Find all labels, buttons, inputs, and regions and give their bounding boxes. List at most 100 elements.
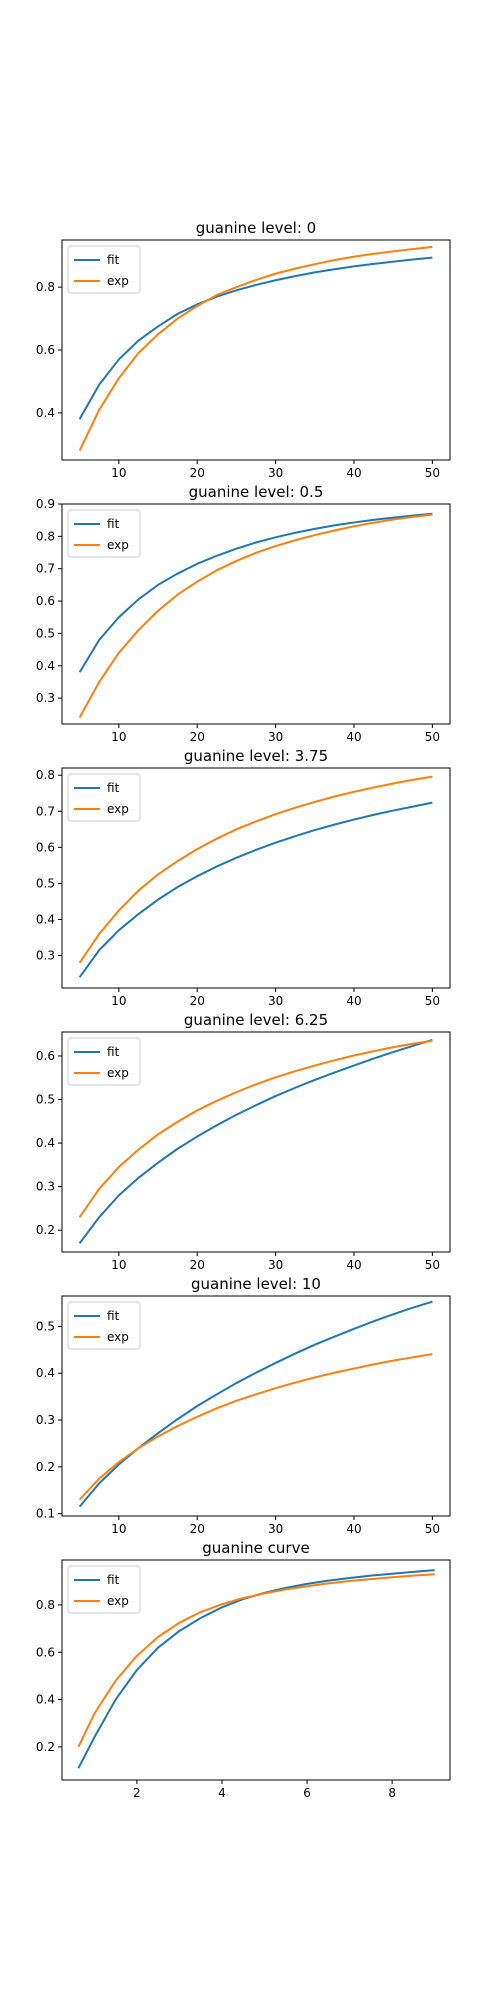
chart-1: guanine level: 0 10 20 30 40 50 0.4 0.6 0.8 fit ex… [36,219,451,480]
y-tick-label: 0.6 [36,1645,55,1659]
x-tick-label: 40 [346,994,361,1008]
x-tick-label: 2 [133,1786,141,1800]
y-tick-label: 0.2 [36,1740,55,1754]
x-tick-label: 40 [346,730,361,744]
chart-title: guanine level: 3.75 [184,747,328,765]
legend-label-exp: exp [107,1066,129,1080]
y-tick-label: 0.9 [36,497,55,511]
legend: fit exp [67,773,141,822]
y-tick-label: 0.4 [36,659,55,673]
series-line-fit [78,512,433,673]
y-tick-label: 0.6 [36,1049,55,1063]
x-tick-label: 4 [218,1786,226,1800]
legend-label-exp: exp [107,274,129,288]
legend: fit exp [67,245,141,294]
series-line-fit [78,256,433,420]
legend: fit exp [67,1037,141,1086]
legend-box [67,1565,141,1614]
x-tick-label: 20 [190,466,205,480]
y-tick-label: 0.4 [36,406,55,420]
legend-box [67,773,141,822]
x-tick-label: 8 [388,1786,396,1800]
y-tick-label: 0.4 [36,912,55,926]
legend-box [67,509,141,558]
y-tick-label: 0.5 [36,876,55,890]
series-line-exp [78,1353,433,1501]
x-tick-label: 40 [346,1258,361,1272]
legend-box [67,1301,141,1350]
axes-frame [61,767,451,989]
axes-frame [61,1295,451,1517]
x-tick-label: 20 [190,1258,205,1272]
legend: fit exp [67,1565,141,1614]
legend-label-exp: exp [107,538,129,552]
chart-5: guanine level: 10 10 20 30 40 50 0.1 0.2 0.3 0.4 0… [36,1275,451,1536]
x-tick-label: 40 [346,466,361,480]
x-tick-label: 30 [268,1258,283,1272]
chart-2: guanine level: 0.5 10 20 30 40 50 0.3 0.4 0.5 0.6… [36,483,451,744]
axes-frame [61,1031,451,1253]
x-tick-label: 10 [111,730,126,744]
legend-label-fit: fit [107,781,120,795]
chart-title: guanine level: 10 [191,1275,321,1293]
y-tick-label: 0.8 [36,1598,55,1612]
legend-box [67,245,141,294]
y-tick-label: 0.8 [36,529,55,543]
y-tick-label: 0.1 [36,1507,55,1521]
chart-title: guanine level: 0 [196,219,316,237]
legend-label-fit: fit [107,1045,120,1059]
chart-title: guanine level: 6.25 [184,1011,328,1029]
y-tick-label: 0.5 [36,626,55,640]
x-tick-label: 30 [268,1522,283,1536]
y-tick-label: 0.2 [36,1460,55,1474]
legend-label-exp: exp [107,802,129,816]
legend-box [67,1037,141,1086]
series-line-exp [78,1039,433,1218]
series-line-fit [78,1038,433,1244]
y-tick-label: 0.8 [36,768,55,782]
legend-label-fit: fit [107,1573,120,1587]
x-tick-label: 30 [268,466,283,480]
chart-title: guanine curve [202,1539,309,1557]
legend-label-exp: exp [107,1330,129,1344]
y-tick-label: 0.4 [36,1136,55,1150]
y-tick-label: 0.3 [36,1413,55,1427]
chart-6: guanine curve 2 4 6 8 0.2 0.4 0.6 0.8 fit exp [36,1539,451,1800]
series-line-exp [78,775,433,964]
y-tick-label: 0.3 [36,691,55,705]
x-tick-label: 6 [303,1786,311,1800]
x-tick-label: 10 [111,1522,126,1536]
series-line-fit [78,801,433,978]
y-tick-label: 0.8 [36,280,55,294]
x-tick-label: 20 [190,730,205,744]
x-tick-label: 50 [425,1258,440,1272]
chart-3: guanine level: 3.75 10 20 30 40 50 0.3 0.4 0.5 0.… [36,747,451,1008]
y-tick-label: 0.5 [36,1093,55,1107]
y-tick-label: 0.4 [36,1366,55,1380]
y-tick-label: 0.5 [36,1319,55,1333]
y-tick-label: 0.7 [36,804,55,818]
x-tick-label: 50 [425,730,440,744]
y-tick-label: 0.3 [36,1180,55,1194]
x-tick-label: 20 [190,994,205,1008]
x-tick-label: 10 [111,994,126,1008]
x-tick-label: 30 [268,994,283,1008]
x-tick-label: 30 [268,730,283,744]
legend: fit exp [67,509,141,558]
axes-frame [61,503,451,725]
legend: fit exp [67,1301,141,1350]
legend-label-fit: fit [107,1309,120,1323]
chart-4: guanine level: 6.25 10 20 30 40 50 0.2 0.3 0.4 0.… [36,1011,451,1272]
y-tick-label: 0.4 [36,1693,55,1707]
legend-label-fit: fit [107,517,120,531]
x-tick-label: 50 [425,994,440,1008]
x-tick-label: 10 [111,466,126,480]
y-tick-label: 0.3 [36,949,55,963]
y-tick-label: 0.2 [36,1223,55,1237]
y-tick-label: 0.6 [36,840,55,854]
series-line-exp [78,245,433,452]
y-tick-label: 0.7 [36,562,55,576]
series-line-exp [77,1573,435,1748]
x-tick-label: 50 [425,466,440,480]
